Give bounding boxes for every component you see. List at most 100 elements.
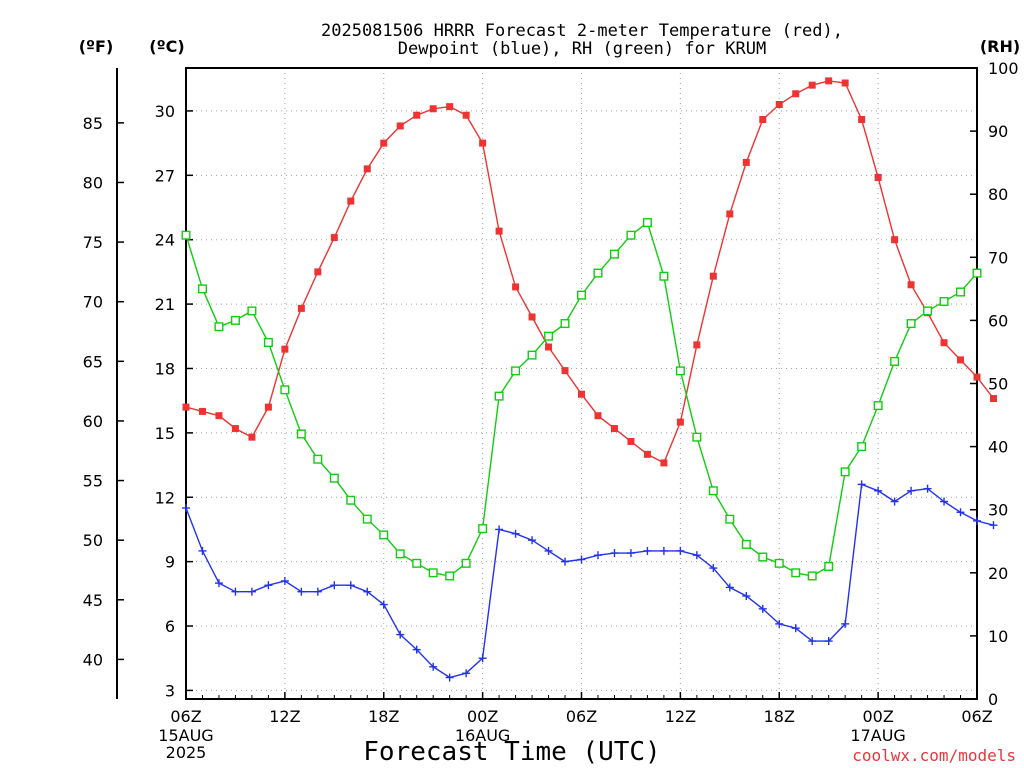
- dewpoint-point: [791, 624, 800, 633]
- temperature-point: [627, 437, 635, 445]
- rh-point: [659, 271, 669, 281]
- temperature-point: [594, 412, 602, 420]
- rh-point: [362, 514, 372, 524]
- dewpoint-point: [478, 654, 487, 663]
- dewpoint-point: [626, 549, 635, 558]
- rh-point: [741, 539, 751, 549]
- rh-point: [296, 429, 306, 439]
- rh-point: [972, 268, 982, 278]
- temperature-point: [643, 450, 651, 458]
- dewpoint-point: [445, 673, 454, 682]
- date-label: 2025: [166, 743, 207, 762]
- dewpoint-line: [185, 483, 994, 679]
- rh-point: [428, 568, 438, 578]
- dewpoint-point: [313, 587, 322, 596]
- temperature-point: [281, 345, 289, 353]
- rh-tick-label: 80: [988, 185, 1008, 204]
- rh-point: [230, 315, 240, 325]
- rh-point: [939, 296, 949, 306]
- fahrenheit-tick-label: 60: [83, 412, 103, 431]
- rh-point: [577, 290, 587, 300]
- fahrenheit-tick-label: 80: [83, 173, 103, 192]
- dewpoint-point: [923, 484, 932, 493]
- dewpoint-point: [280, 576, 289, 585]
- temperature-point: [792, 90, 800, 98]
- fahrenheit-tick-label: 65: [83, 352, 103, 371]
- date-label: 16AUG: [455, 726, 510, 745]
- dewpoint-point: [544, 546, 553, 555]
- dewpoint-point: [956, 508, 965, 517]
- dewpoint-point: [742, 591, 751, 600]
- rh-point: [329, 473, 339, 483]
- temperature-point: [726, 210, 734, 218]
- temperature-point: [775, 100, 783, 108]
- rh-point: [725, 514, 735, 524]
- x-tick-label: 06Z: [961, 707, 992, 726]
- celsius-tick-label: 15: [155, 424, 175, 443]
- series-plot-area: [181, 77, 998, 682]
- rh-point: [906, 319, 916, 329]
- temperature-point: [759, 116, 767, 124]
- fahrenheit-tick-label: 40: [83, 650, 103, 669]
- temperature-point: [610, 425, 618, 433]
- rh-point: [824, 561, 834, 571]
- dewpoint-point: [528, 536, 537, 545]
- temperature-point: [231, 425, 239, 433]
- rh-point: [560, 319, 570, 329]
- rh-point: [626, 230, 636, 240]
- temperature-point: [660, 459, 668, 467]
- rh-point: [461, 558, 471, 568]
- rh-point: [642, 218, 652, 228]
- rh-point: [692, 432, 702, 442]
- dewpoint-point: [692, 551, 701, 560]
- dewpoint-point: [808, 637, 817, 646]
- fahrenheit-tick-label: 45: [83, 591, 103, 610]
- rh-line: [185, 221, 978, 577]
- dewpoint-point: [725, 583, 734, 592]
- temperature-point: [264, 403, 272, 411]
- chart-title-line-2: Dewpoint (blue), RH (green) for KRUM: [398, 39, 766, 59]
- celsius-tick-label: 3: [165, 681, 175, 700]
- rh-point: [313, 454, 323, 464]
- rh-point: [593, 268, 603, 278]
- temperature-point: [874, 173, 882, 181]
- temperature-point: [578, 390, 585, 398]
- dewpoint-point: [676, 546, 685, 555]
- temperature-point: [429, 105, 437, 113]
- rh-tick-label: 70: [988, 248, 1008, 267]
- temperature-point: [676, 418, 684, 426]
- dewpoint-point: [874, 486, 883, 495]
- x-tick-label: 00Z: [862, 707, 893, 726]
- dewpoint-point: [973, 516, 981, 525]
- rh-tick-label: 60: [988, 311, 1008, 330]
- rh-point: [395, 549, 405, 559]
- dewpoint-point: [775, 619, 784, 628]
- rh-point: [675, 366, 685, 376]
- rh-point: [494, 391, 504, 401]
- temperature-point: [528, 313, 536, 321]
- dewpoint-point: [643, 546, 652, 555]
- rh-tick-label: 10: [988, 627, 1008, 646]
- rh-tick-label: 100: [988, 59, 1019, 78]
- dewpoint-point: [264, 581, 273, 590]
- rh-point: [214, 322, 224, 332]
- temperature-point: [545, 343, 553, 351]
- dewpoint-point: [907, 486, 916, 495]
- rh-point: [379, 530, 389, 540]
- celsius-tick-label: 12: [155, 488, 175, 507]
- temperature-point: [446, 103, 454, 111]
- rh-point: [758, 552, 768, 562]
- temperature-point: [314, 268, 322, 276]
- dewpoint-point: [577, 555, 586, 564]
- temperature-point: [182, 403, 190, 411]
- dewpoint-point: [412, 645, 421, 654]
- rh-point: [840, 467, 850, 477]
- rh-point: [544, 331, 554, 341]
- celsius-tick-label: 9: [165, 553, 175, 572]
- fahrenheit-tick-label: 50: [83, 531, 103, 550]
- chart-title-line-1: 2025081506 HRRR Forecast 2-meter Tempera…: [321, 21, 843, 41]
- dewpoint-point: [247, 587, 256, 596]
- rh-point: [873, 401, 883, 411]
- temperature-point: [973, 373, 981, 381]
- rh-tick-label: 30: [988, 501, 1008, 520]
